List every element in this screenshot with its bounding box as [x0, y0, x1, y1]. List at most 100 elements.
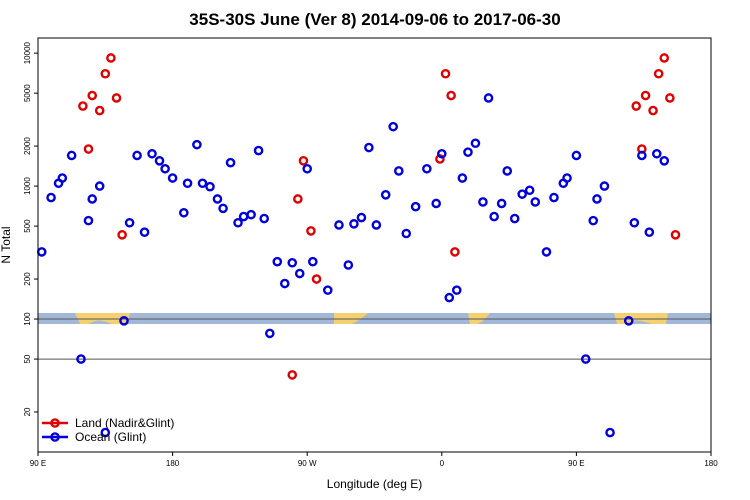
- data-point: [36, 247, 47, 257]
- y-tick-label: 2000: [23, 137, 32, 155]
- data-point: [117, 230, 127, 240]
- data-point: [322, 285, 333, 295]
- data-point: [592, 194, 602, 204]
- data-point: [517, 189, 527, 199]
- data-point: [139, 227, 150, 238]
- y-axis-label: N Total: [0, 226, 13, 263]
- legend-marker: [50, 432, 60, 442]
- data-point: [524, 185, 535, 196]
- data-point: [100, 427, 111, 438]
- data-point: [119, 316, 129, 326]
- data-point: [83, 215, 94, 226]
- data-point: [87, 90, 98, 101]
- data-point: [588, 215, 599, 226]
- data-point: [651, 148, 662, 159]
- y-tick-label: 200: [23, 272, 32, 286]
- data-point: [665, 93, 675, 103]
- legend-label: Ocean (Glint): [75, 430, 146, 444]
- land-patch-africa: [468, 313, 490, 324]
- data-point: [440, 68, 451, 79]
- data-point: [66, 150, 77, 161]
- data-point: [371, 220, 382, 230]
- data-point: [192, 139, 202, 150]
- data-point: [212, 194, 223, 204]
- data-point: [279, 278, 290, 289]
- y-tick-label: 100: [23, 312, 32, 326]
- data-point: [541, 247, 552, 257]
- data-point: [450, 247, 460, 257]
- data-point: [451, 285, 462, 295]
- data-point: [94, 105, 105, 116]
- data-point: [659, 53, 670, 63]
- data-point: [302, 163, 313, 174]
- data-point: [259, 213, 270, 224]
- data-point: [246, 209, 256, 220]
- data-point: [100, 68, 111, 79]
- island-patch-tasmania: [89, 320, 108, 324]
- data-point: [124, 217, 135, 228]
- y-tick-label: 5000: [23, 84, 32, 102]
- x-tick-label: 90 W: [298, 459, 317, 468]
- data-point: [197, 178, 208, 189]
- land-patch-australia: [75, 313, 130, 324]
- y-tick-label: 20: [23, 407, 32, 416]
- y-tick-label: 10000: [23, 41, 32, 64]
- data-point: [160, 163, 170, 174]
- data-point: [343, 260, 354, 270]
- legend-entry: Ocean (Glint): [42, 430, 146, 444]
- y-tick-label: 500: [23, 219, 32, 233]
- data-point: [147, 148, 157, 159]
- legend: Land (Nadir&Glint)Ocean (Glint): [42, 416, 174, 444]
- data-point: [478, 197, 488, 207]
- data-point: [444, 292, 455, 303]
- data-point: [334, 220, 344, 230]
- x-tick-label: 0: [440, 459, 445, 468]
- series-land: [78, 53, 681, 380]
- data-point: [76, 354, 86, 364]
- data-point: [265, 328, 275, 339]
- data-point: [509, 213, 520, 224]
- land-patch-australia-repeat: [614, 313, 668, 324]
- data-point: [78, 101, 88, 111]
- data-point: [640, 90, 651, 101]
- data-point: [311, 274, 322, 284]
- data-point: [401, 228, 412, 239]
- data-point: [298, 155, 309, 166]
- data-point: [394, 166, 404, 176]
- data-point: [489, 211, 499, 222]
- data-point: [179, 207, 189, 218]
- data-point: [644, 227, 655, 238]
- data-point: [470, 138, 481, 149]
- data-point: [431, 198, 441, 209]
- reference-lines: [38, 318, 711, 360]
- data-point: [670, 230, 681, 240]
- data-point: [549, 192, 559, 203]
- x-tick-label: 90 E: [568, 459, 584, 468]
- data-point: [349, 219, 359, 229]
- data-point: [436, 148, 447, 159]
- land-patch-south-america: [334, 313, 368, 324]
- x-tick-label: 180: [166, 459, 180, 468]
- data-point: [272, 256, 283, 267]
- data-point: [46, 192, 56, 203]
- data-point: [446, 90, 456, 101]
- data-point: [94, 181, 105, 191]
- data-point: [308, 256, 318, 267]
- data-point: [599, 181, 610, 191]
- data-point: [496, 198, 507, 209]
- x-axis: 90 E 180 90 W 0 90 E 180: [30, 452, 718, 468]
- land-mask-band: [38, 313, 711, 324]
- data-point: [605, 427, 615, 438]
- data-point: [435, 154, 445, 164]
- data-point: [205, 181, 215, 192]
- data-point: [388, 121, 398, 132]
- data-point: [83, 144, 94, 154]
- data-point: [648, 105, 658, 116]
- data-point: [233, 217, 243, 228]
- data-point: [502, 166, 513, 176]
- data-point: [57, 173, 68, 183]
- data-point: [287, 370, 298, 380]
- data-point: [629, 217, 640, 228]
- data-points: [36, 53, 681, 438]
- data-point: [106, 53, 116, 63]
